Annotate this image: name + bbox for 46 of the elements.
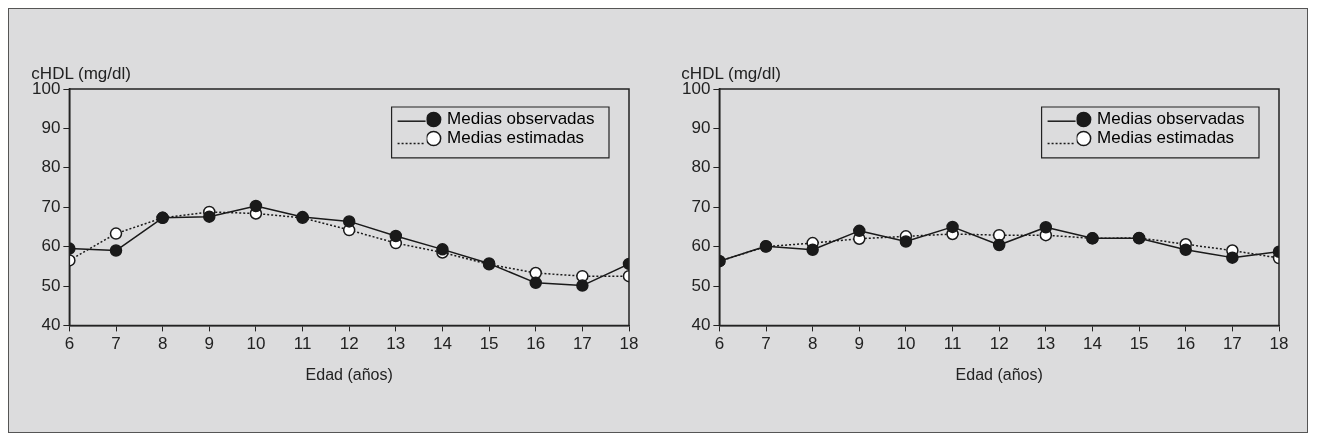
y-tick-label: 100 bbox=[31, 78, 61, 98]
legend-label: Medias observadas bbox=[447, 109, 595, 129]
x-tick-label: 6 bbox=[714, 334, 725, 354]
x-tick-label: 8 bbox=[157, 334, 168, 354]
x-tick-label: 17 bbox=[572, 334, 592, 354]
y-tick-label: 70 bbox=[691, 196, 711, 216]
x-tick-label: 18 bbox=[1269, 334, 1289, 354]
y-tick-label: 60 bbox=[41, 236, 61, 256]
y-tick-label: 80 bbox=[41, 157, 61, 177]
x-tick-label: 13 bbox=[386, 334, 406, 354]
legend-label: Medias estimadas bbox=[447, 128, 585, 148]
x-tick-label: 11 bbox=[293, 334, 312, 354]
y-tick-label: 100 bbox=[681, 78, 711, 98]
y-tick-label: 90 bbox=[41, 118, 61, 138]
x-axis-title: Edad (años) bbox=[955, 365, 1043, 383]
x-tick-label: 7 bbox=[111, 334, 121, 354]
x-tick-label: 14 bbox=[432, 334, 452, 354]
x-tick-label: 15 bbox=[479, 334, 499, 354]
x-tick-label: 12 bbox=[339, 334, 359, 354]
y-tick-label: 90 bbox=[691, 118, 711, 138]
x-tick-label: 16 bbox=[1176, 334, 1196, 354]
x-tick-label: 6 bbox=[64, 334, 75, 354]
x-tick-label: 8 bbox=[807, 334, 818, 354]
x-tick-label: 16 bbox=[526, 334, 546, 354]
x-tick-label: 9 bbox=[854, 334, 865, 354]
x-tick-label: 7 bbox=[761, 334, 771, 354]
y-tick-label: 70 bbox=[41, 196, 61, 216]
x-tick-label: 17 bbox=[1222, 334, 1242, 354]
y-tick-label: 80 bbox=[691, 157, 711, 177]
y-tick-label: 50 bbox=[691, 275, 711, 295]
legend-label: Medias observadas bbox=[1097, 109, 1245, 129]
legend-label: Medias estimadas bbox=[1097, 128, 1235, 148]
x-tick-label: 13 bbox=[1036, 334, 1056, 354]
x-tick-label: 14 bbox=[1082, 334, 1102, 354]
x-tick-label: 9 bbox=[204, 334, 215, 354]
y-tick-label: 40 bbox=[41, 315, 61, 335]
x-tick-label: 12 bbox=[989, 334, 1009, 354]
y-tick-label: 60 bbox=[691, 236, 711, 256]
x-tick-label: 15 bbox=[1129, 334, 1149, 354]
x-axis-title: Edad (años) bbox=[305, 365, 393, 383]
x-tick-label: 10 bbox=[896, 334, 916, 354]
x-tick-label: 18 bbox=[619, 334, 639, 354]
x-tick-label: 10 bbox=[246, 334, 266, 354]
x-tick-label: 11 bbox=[943, 334, 962, 354]
y-tick-label: 40 bbox=[691, 315, 711, 335]
y-tick-label: 50 bbox=[41, 275, 61, 295]
